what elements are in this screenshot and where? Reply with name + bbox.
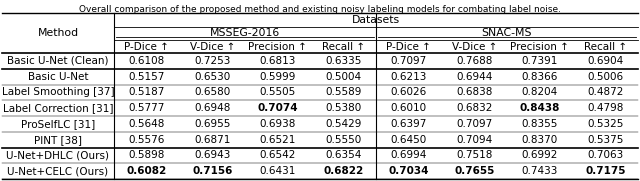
Text: 0.8438: 0.8438: [520, 103, 560, 113]
Text: 0.4798: 0.4798: [587, 103, 623, 113]
Text: Label Correction [31]: Label Correction [31]: [3, 103, 113, 113]
Text: 0.7175: 0.7175: [585, 166, 625, 176]
Text: 0.7156: 0.7156: [192, 166, 232, 176]
Text: 0.5429: 0.5429: [325, 119, 362, 129]
Text: 0.7688: 0.7688: [456, 56, 492, 66]
Text: Label Smoothing [37]: Label Smoothing [37]: [2, 87, 115, 97]
Text: 0.6994: 0.6994: [390, 150, 427, 160]
Text: 0.6948: 0.6948: [194, 103, 230, 113]
Text: 0.5375: 0.5375: [587, 135, 623, 145]
Text: 0.6450: 0.6450: [390, 135, 427, 145]
Text: 0.6822: 0.6822: [323, 166, 364, 176]
Text: V-Dice ↑: V-Dice ↑: [189, 41, 235, 52]
Text: Basic U-Net (Clean): Basic U-Net (Clean): [7, 56, 109, 66]
Text: 0.6431: 0.6431: [260, 166, 296, 176]
Text: Method: Method: [37, 28, 79, 38]
Text: 0.5505: 0.5505: [260, 87, 296, 97]
Text: 0.6838: 0.6838: [456, 87, 492, 97]
Text: P-Dice ↑: P-Dice ↑: [387, 41, 431, 52]
Text: 0.6938: 0.6938: [260, 119, 296, 129]
Text: 0.6397: 0.6397: [390, 119, 427, 129]
Text: 0.5999: 0.5999: [260, 72, 296, 82]
Text: 0.6354: 0.6354: [325, 150, 362, 160]
Text: Basic U-Net: Basic U-Net: [28, 72, 88, 82]
Text: 0.5004: 0.5004: [325, 72, 362, 82]
Text: 0.6832: 0.6832: [456, 103, 492, 113]
Text: 0.7391: 0.7391: [522, 56, 558, 66]
Text: 0.7063: 0.7063: [587, 150, 623, 160]
Text: 0.6530: 0.6530: [194, 72, 230, 82]
Text: 0.6992: 0.6992: [522, 150, 558, 160]
Text: 0.8204: 0.8204: [522, 87, 558, 97]
Text: 0.7094: 0.7094: [456, 135, 492, 145]
Text: Recall ↑: Recall ↑: [584, 41, 627, 52]
Text: PINT [38]: PINT [38]: [34, 135, 82, 145]
Text: 0.6026: 0.6026: [390, 87, 427, 97]
Text: 0.5589: 0.5589: [325, 87, 362, 97]
Text: 0.7655: 0.7655: [454, 166, 495, 176]
Text: Datasets: Datasets: [352, 15, 400, 25]
Text: 0.7097: 0.7097: [456, 119, 492, 129]
Text: 0.7253: 0.7253: [194, 56, 230, 66]
Text: 0.6010: 0.6010: [390, 103, 427, 113]
Text: 0.7097: 0.7097: [390, 56, 427, 66]
Text: 0.6521: 0.6521: [260, 135, 296, 145]
Text: 0.7034: 0.7034: [388, 166, 429, 176]
Text: 0.7074: 0.7074: [257, 103, 298, 113]
Text: 0.6944: 0.6944: [456, 72, 492, 82]
Text: 0.6871: 0.6871: [194, 135, 230, 145]
Text: U-Net+CELC (Ours): U-Net+CELC (Ours): [8, 166, 109, 176]
Text: V-Dice ↑: V-Dice ↑: [452, 41, 497, 52]
Text: 0.7433: 0.7433: [522, 166, 558, 176]
Text: 0.5325: 0.5325: [587, 119, 623, 129]
Text: 0.6580: 0.6580: [194, 87, 230, 97]
Text: Overall comparison of the proposed method and existing noisy labeling models for: Overall comparison of the proposed metho…: [79, 5, 561, 14]
Text: Recall ↑: Recall ↑: [322, 41, 365, 52]
Text: Precision ↑: Precision ↑: [510, 41, 569, 52]
Text: 0.6943: 0.6943: [194, 150, 230, 160]
Text: 0.6813: 0.6813: [260, 56, 296, 66]
Text: 0.8355: 0.8355: [522, 119, 558, 129]
Text: 0.5157: 0.5157: [129, 72, 165, 82]
Text: U-Net+DHLC (Ours): U-Net+DHLC (Ours): [6, 150, 109, 160]
Text: 0.5648: 0.5648: [129, 119, 165, 129]
Text: 0.6904: 0.6904: [587, 56, 623, 66]
Text: 0.6082: 0.6082: [127, 166, 167, 176]
Text: 0.8370: 0.8370: [522, 135, 558, 145]
Text: MSSEG-2016: MSSEG-2016: [210, 28, 280, 39]
Text: SNAC-MS: SNAC-MS: [482, 28, 532, 39]
Text: 0.6213: 0.6213: [390, 72, 427, 82]
Text: 0.8366: 0.8366: [522, 72, 558, 82]
Text: 0.5550: 0.5550: [325, 135, 362, 145]
Text: 0.5380: 0.5380: [325, 103, 362, 113]
Text: Precision ↑: Precision ↑: [248, 41, 307, 52]
Text: ProSelfLC [31]: ProSelfLC [31]: [21, 119, 95, 129]
Text: 0.5777: 0.5777: [129, 103, 165, 113]
Text: P-Dice ↑: P-Dice ↑: [124, 41, 169, 52]
Text: 0.5898: 0.5898: [129, 150, 165, 160]
Text: 0.7518: 0.7518: [456, 150, 492, 160]
Text: 0.4872: 0.4872: [587, 87, 623, 97]
Text: 0.6335: 0.6335: [325, 56, 362, 66]
Text: 0.6108: 0.6108: [129, 56, 165, 66]
Text: 0.6542: 0.6542: [260, 150, 296, 160]
Text: 0.5006: 0.5006: [587, 72, 623, 82]
Text: 0.5187: 0.5187: [129, 87, 165, 97]
Text: 0.5576: 0.5576: [129, 135, 165, 145]
Text: 0.6955: 0.6955: [194, 119, 230, 129]
